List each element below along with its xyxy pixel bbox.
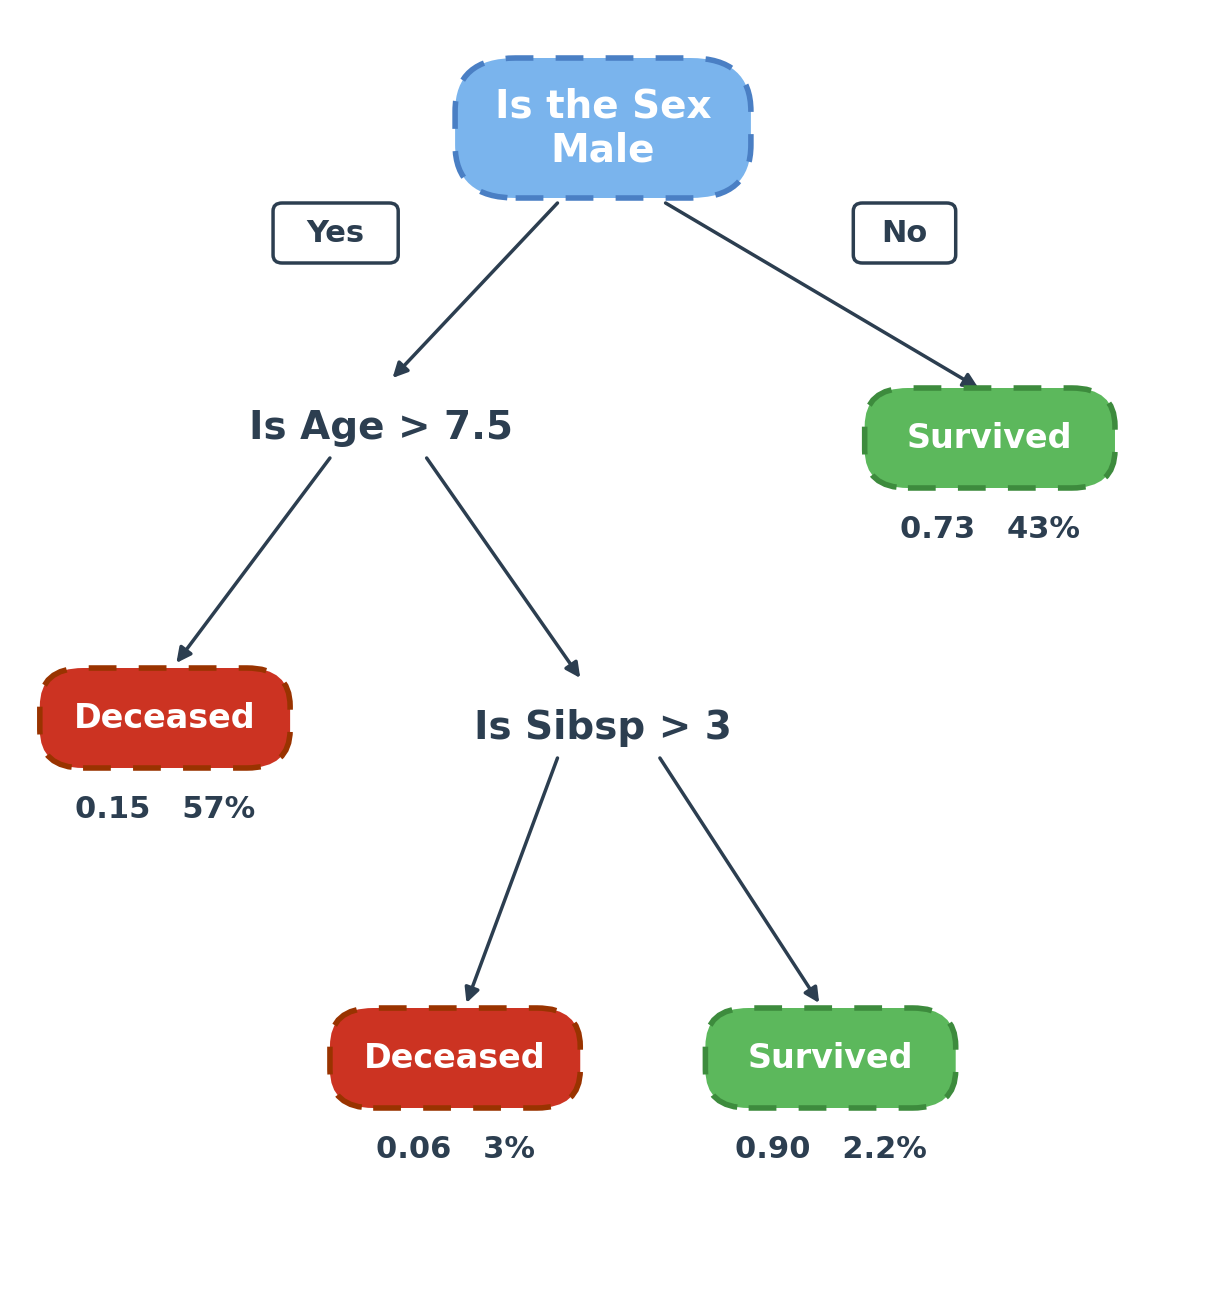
FancyBboxPatch shape [273, 202, 398, 263]
Text: Is Age > 7.5: Is Age > 7.5 [250, 409, 513, 447]
FancyBboxPatch shape [455, 58, 751, 199]
FancyBboxPatch shape [40, 668, 291, 768]
FancyBboxPatch shape [330, 1009, 580, 1108]
Text: Is Sibsp > 3: Is Sibsp > 3 [474, 709, 732, 748]
Text: 0.15   57%: 0.15 57% [75, 796, 256, 824]
FancyBboxPatch shape [865, 388, 1116, 488]
Text: Yes: Yes [306, 218, 364, 248]
Text: Deceased: Deceased [364, 1041, 546, 1075]
Text: No: No [882, 218, 927, 248]
Text: 0.73   43%: 0.73 43% [900, 515, 1079, 544]
FancyBboxPatch shape [854, 202, 955, 263]
Text: Survived: Survived [907, 422, 1072, 454]
Text: 0.06   3%: 0.06 3% [375, 1136, 534, 1164]
Text: 0.90   2.2%: 0.90 2.2% [734, 1136, 926, 1164]
Text: Is the Sex
Male: Is the Sex Male [494, 87, 712, 169]
Text: Survived: Survived [748, 1041, 913, 1075]
Text: Deceased: Deceased [74, 701, 256, 735]
FancyBboxPatch shape [706, 1009, 955, 1108]
